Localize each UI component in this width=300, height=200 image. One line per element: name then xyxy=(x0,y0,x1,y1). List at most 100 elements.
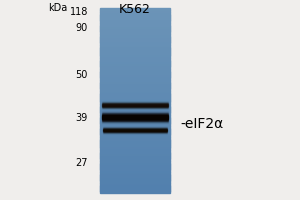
Bar xyxy=(100,126,170,128)
Text: 39: 39 xyxy=(76,113,88,123)
Bar xyxy=(100,78,170,80)
Bar xyxy=(102,105,168,106)
Text: kDa: kDa xyxy=(48,3,68,13)
Bar xyxy=(100,139,170,141)
Bar xyxy=(100,47,170,49)
Bar xyxy=(100,152,170,154)
Bar xyxy=(100,172,170,174)
Bar xyxy=(100,166,170,169)
Bar xyxy=(103,132,167,133)
Bar xyxy=(100,179,170,181)
Bar xyxy=(100,50,170,53)
Bar xyxy=(100,186,170,189)
Bar xyxy=(100,56,170,58)
Bar xyxy=(100,39,170,42)
Bar xyxy=(103,133,167,134)
Bar xyxy=(100,100,170,102)
Bar xyxy=(100,48,170,51)
Bar xyxy=(100,36,170,38)
Text: 90: 90 xyxy=(76,23,88,33)
Bar xyxy=(100,118,170,121)
Text: 50: 50 xyxy=(76,70,88,80)
Bar xyxy=(100,80,170,82)
Bar xyxy=(100,129,170,132)
Bar xyxy=(100,120,170,123)
Bar xyxy=(100,113,170,115)
Bar xyxy=(100,76,170,78)
Bar xyxy=(100,135,170,137)
Bar xyxy=(100,45,170,47)
Bar xyxy=(100,140,170,143)
Bar xyxy=(100,148,170,150)
Bar xyxy=(100,137,170,139)
Bar xyxy=(100,74,170,77)
Bar xyxy=(102,112,168,113)
Bar xyxy=(100,67,170,69)
Bar xyxy=(100,17,170,20)
Bar xyxy=(100,104,170,106)
Bar xyxy=(102,106,168,107)
Bar xyxy=(100,146,170,148)
Text: K562: K562 xyxy=(119,3,151,16)
Bar xyxy=(100,83,170,86)
Text: -eIF2α: -eIF2α xyxy=(180,117,223,131)
Bar xyxy=(100,142,170,145)
Bar xyxy=(100,124,170,126)
Bar xyxy=(100,12,170,14)
Bar xyxy=(100,155,170,158)
Bar xyxy=(102,107,168,108)
Bar xyxy=(100,190,170,192)
Bar xyxy=(100,117,170,119)
Bar xyxy=(100,170,170,172)
Bar xyxy=(100,58,170,60)
Bar xyxy=(103,128,167,129)
Bar xyxy=(102,113,168,114)
Text: 118: 118 xyxy=(70,7,88,17)
Bar xyxy=(100,144,170,146)
Bar xyxy=(100,115,170,117)
Bar xyxy=(102,117,168,118)
Bar xyxy=(103,131,167,132)
Bar xyxy=(102,101,168,102)
Bar xyxy=(100,161,170,163)
Bar xyxy=(100,153,170,156)
Bar xyxy=(100,72,170,75)
Bar xyxy=(100,25,170,27)
Bar xyxy=(100,69,170,71)
Bar xyxy=(100,185,170,187)
Bar xyxy=(100,102,170,104)
Bar xyxy=(100,98,170,100)
Bar xyxy=(100,181,170,183)
Bar xyxy=(100,85,170,88)
Bar xyxy=(100,150,170,152)
Text: 27: 27 xyxy=(76,158,88,168)
Bar xyxy=(100,106,170,108)
Bar xyxy=(100,71,170,73)
Bar xyxy=(100,60,170,62)
Bar xyxy=(100,21,170,23)
Bar xyxy=(100,14,170,16)
Bar xyxy=(100,61,170,64)
Bar xyxy=(100,52,170,54)
Bar xyxy=(100,109,170,112)
Bar xyxy=(100,28,170,31)
Bar xyxy=(100,26,170,29)
Bar xyxy=(100,19,170,21)
Bar xyxy=(100,30,170,32)
Bar xyxy=(102,115,168,116)
Bar xyxy=(102,118,168,119)
Bar xyxy=(103,127,167,128)
Bar xyxy=(100,107,170,110)
Bar xyxy=(100,87,170,89)
Bar xyxy=(100,133,170,135)
Bar xyxy=(102,111,168,112)
Bar xyxy=(100,122,170,124)
Bar xyxy=(100,131,170,134)
Bar xyxy=(100,8,170,10)
Bar xyxy=(102,102,168,103)
Bar xyxy=(100,175,170,178)
Bar xyxy=(100,37,170,40)
Bar xyxy=(102,119,168,120)
Bar xyxy=(102,104,168,105)
Bar xyxy=(100,188,170,191)
